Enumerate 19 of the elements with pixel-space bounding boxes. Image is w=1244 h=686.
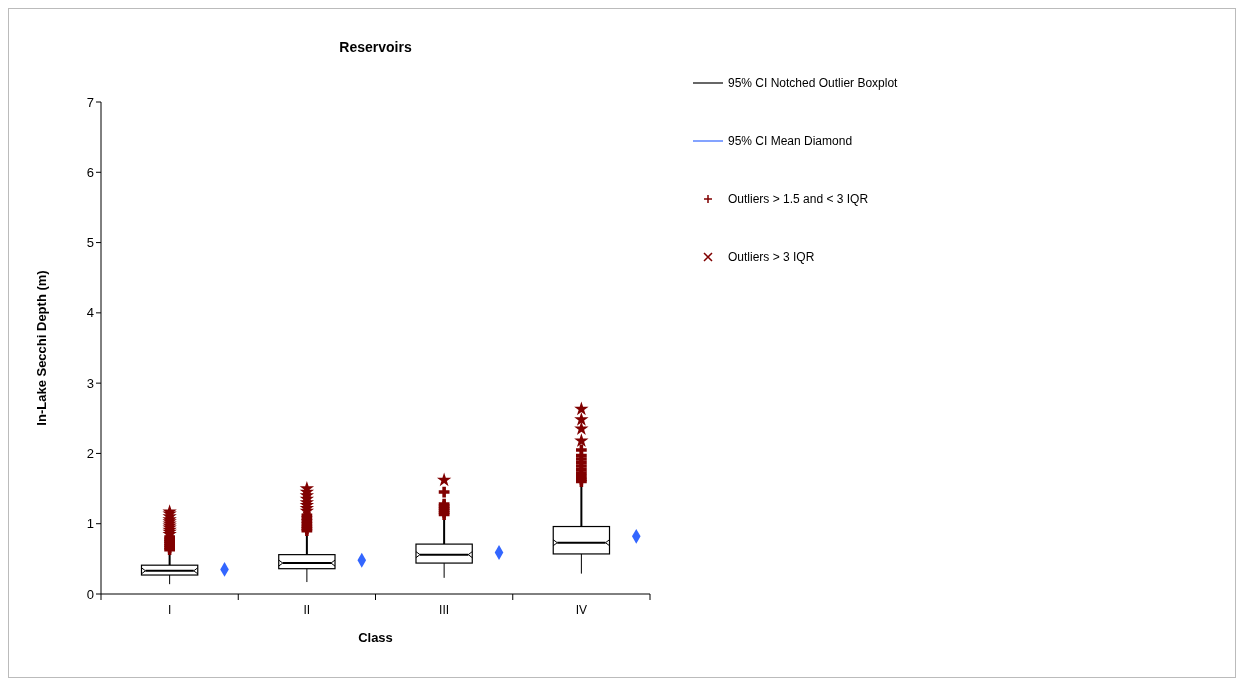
y-tick-label: 3 <box>86 375 94 391</box>
x-tick-label: II <box>303 603 311 617</box>
legend-label: 95% CI Mean Diamond <box>728 134 853 148</box>
y-axis-title: In-Lake Secchi Depth (m) <box>33 270 49 426</box>
legend-label: Outliers > 3 IQR <box>728 250 815 264</box>
x-tick-label: III <box>439 603 450 617</box>
y-tick-label: 7 <box>86 94 94 110</box>
chart-title: Reservoirs <box>338 39 413 55</box>
legend-label: 95% CI Notched Outlier Boxplot <box>728 76 898 90</box>
x-tick-label: IV <box>575 603 588 617</box>
y-tick-label: 5 <box>86 235 94 251</box>
x-tick-label: I <box>167 603 172 617</box>
y-tick-label: 1 <box>86 516 94 532</box>
x-axis-title: Class <box>358 630 393 645</box>
y-tick-label: 4 <box>86 305 94 321</box>
y-tick-label: 2 <box>86 446 94 462</box>
y-tick-label: 0 <box>86 586 94 602</box>
legend-label: Outliers > 1.5 and < 3 IQR <box>728 192 869 206</box>
y-tick-label: 6 <box>86 164 94 180</box>
